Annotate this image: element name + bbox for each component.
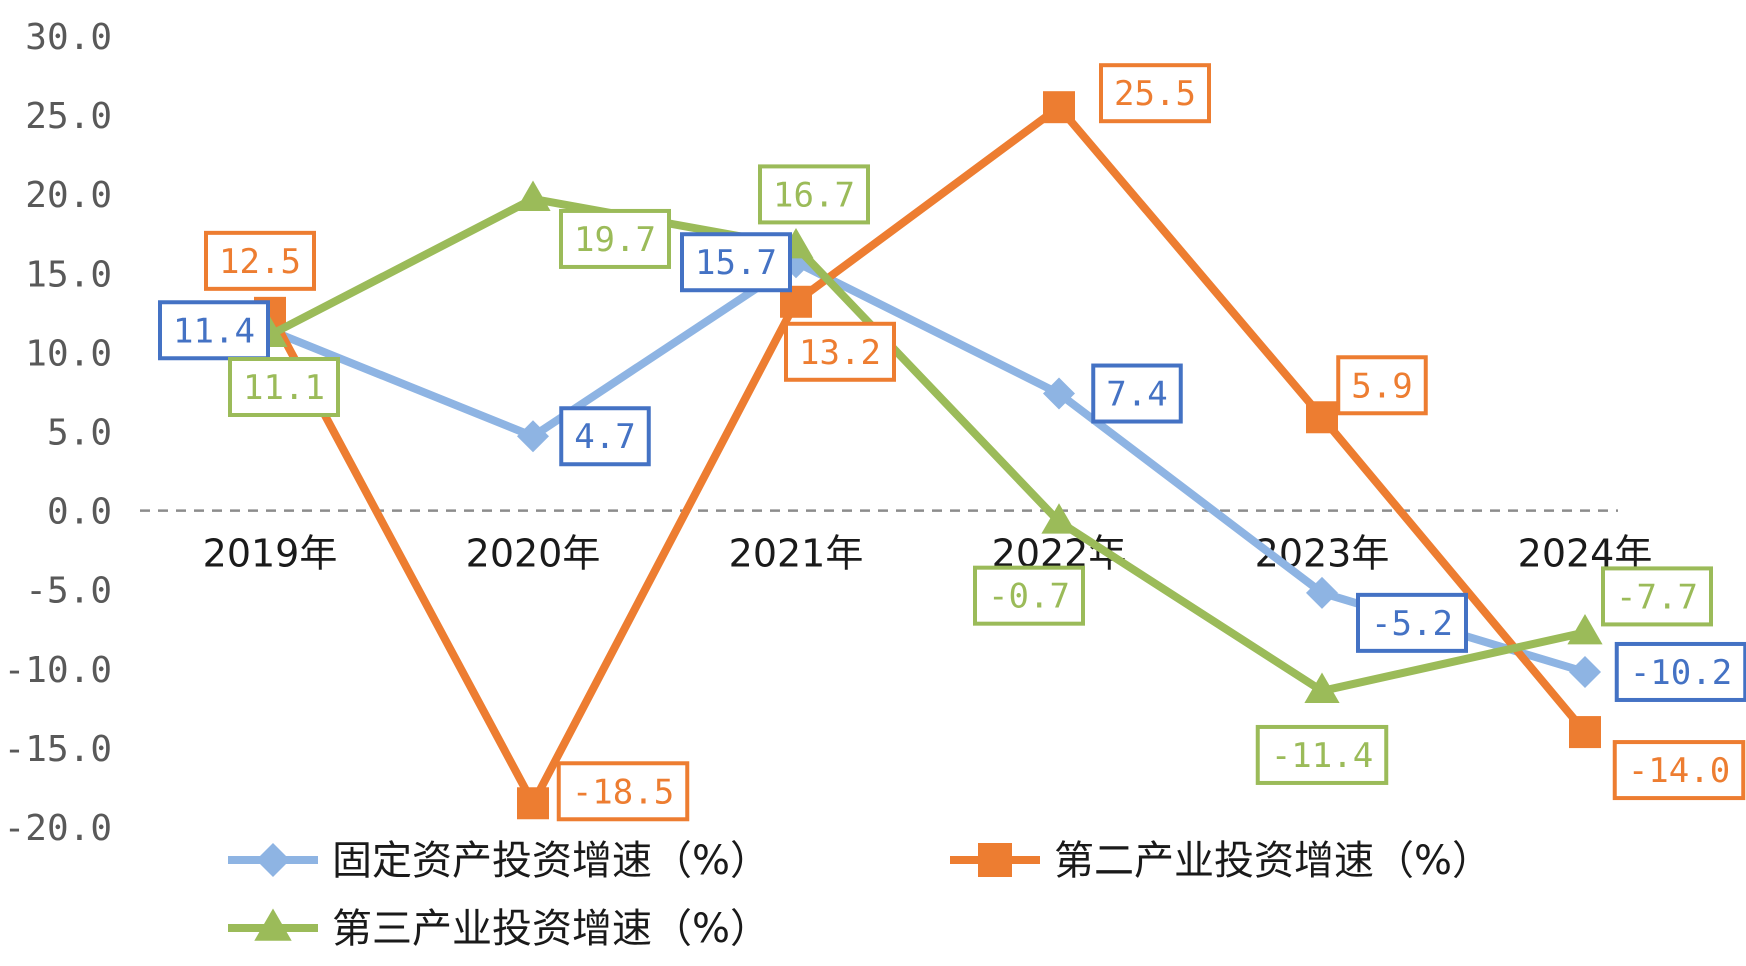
data-label-box — [559, 208, 671, 269]
x-tick-label: 2023年 — [1255, 532, 1390, 576]
series-line — [266, 103, 1589, 808]
series-2 — [254, 91, 1601, 820]
data-label-box — [1091, 363, 1183, 424]
data-point-marker — [517, 420, 549, 453]
legend-label: 第二产业投资增速（%） — [1054, 838, 1492, 884]
data-label-box — [228, 356, 340, 417]
data-point-marker — [1041, 503, 1077, 534]
data-label: -18.5 — [556, 761, 690, 822]
legend-marker — [978, 843, 1012, 877]
x-tick-label: 2021年 — [729, 532, 864, 576]
data-label-text: 13.2 — [799, 333, 881, 373]
data-label-text: -11.4 — [1271, 736, 1373, 776]
y-tick-label: -20.0 — [4, 808, 112, 849]
data-label: 5.9 — [1336, 355, 1428, 416]
series-line — [266, 194, 1589, 695]
data-point-marker — [1043, 91, 1075, 124]
data-label-text: 15.7 — [695, 243, 777, 283]
data-label-box — [204, 230, 316, 291]
data-label-box — [1356, 592, 1468, 653]
data-label-box — [680, 232, 792, 293]
data-label-box — [973, 565, 1085, 626]
data-label-text: -14.0 — [1628, 751, 1730, 791]
data-label-text: -5.2 — [1371, 604, 1453, 644]
data-label: 15.7 — [680, 232, 792, 293]
data-label-text: 11.1 — [243, 368, 325, 408]
x-axis: 2019年 2020年 2021年 2022年 2023年 2024年 — [203, 532, 1653, 576]
legend: 固定资产投资增速（%） 第二产业投资增速（%） 第三产业投资增速（%） — [228, 838, 1492, 952]
legend-label: 固定资产投资增速（%） — [332, 838, 770, 884]
y-tick-label: -5.0 — [25, 571, 112, 612]
data-point-marker — [1569, 655, 1601, 688]
data-label-text: -7.7 — [1616, 577, 1698, 617]
legend-label: 第三产业投资增速（%） — [332, 906, 770, 952]
data-label: 19.7 — [559, 208, 671, 269]
data-label-text: 19.7 — [574, 220, 656, 260]
data-label: 11.4 — [158, 300, 270, 361]
legend-marker — [256, 843, 290, 877]
data-label-text: 4.7 — [574, 417, 635, 457]
data-point-marker — [1567, 614, 1603, 645]
data-label: 11.1 — [228, 356, 340, 417]
data-label-box — [1255, 724, 1389, 785]
data-label: 4.7 — [559, 406, 651, 467]
data-label: 13.2 — [784, 321, 896, 382]
legend-marker — [254, 908, 292, 941]
data-label-text: -18.5 — [572, 772, 674, 812]
y-tick-label: -15.0 — [4, 729, 112, 770]
series-layer — [252, 91, 1603, 820]
legend-item: 固定资产投资增速（%） — [228, 838, 770, 884]
data-label-text: 25.5 — [1114, 74, 1196, 114]
data-label-box — [1614, 641, 1746, 702]
y-axis: 30.0 25.0 20.0 15.0 10.0 5.0 0.0 -5.0 -10.0 -15.0… — [4, 17, 112, 849]
data-point-marker — [1569, 716, 1601, 749]
y-tick-label: 0.0 — [47, 492, 112, 533]
data-label: -0.7 — [973, 565, 1085, 626]
data-label-box — [158, 300, 270, 361]
legend-item: 第三产业投资增速（%） — [228, 906, 770, 952]
data-label-text: 11.4 — [173, 311, 255, 351]
data-label-box — [784, 321, 896, 382]
data-label: 7.4 — [1091, 363, 1183, 424]
y-tick-label: 20.0 — [25, 175, 112, 216]
data-point-marker — [1043, 377, 1075, 410]
data-label: -7.7 — [1601, 566, 1713, 627]
data-point-marker — [1304, 672, 1340, 703]
data-point-marker — [1306, 576, 1338, 609]
data-label-text: -10.2 — [1630, 653, 1732, 693]
legend-item: 第二产业投资增速（%） — [950, 838, 1492, 884]
data-label: 12.5 — [204, 230, 316, 291]
data-label-box — [1612, 740, 1746, 801]
data-label-box — [758, 164, 870, 225]
y-tick-label: 5.0 — [47, 413, 112, 454]
data-label-box — [1336, 355, 1428, 416]
data-label-layer: 11.4 4.7 15.7 7.4 -5.2 -10.2 12.5 -18.5 13.2 25.5… — [158, 63, 1746, 822]
data-label: -11.4 — [1255, 724, 1389, 785]
data-label: -5.2 — [1356, 592, 1468, 653]
data-label: 16.7 — [758, 164, 870, 225]
data-label-box — [559, 406, 651, 467]
data-label: -10.2 — [1614, 641, 1746, 702]
data-label: -14.0 — [1612, 740, 1746, 801]
y-tick-label: 15.0 — [25, 254, 112, 295]
y-tick-label: 30.0 — [25, 17, 112, 58]
y-tick-label: 10.0 — [25, 333, 112, 374]
data-label-text: 12.5 — [219, 242, 301, 282]
y-tick-label: 25.0 — [25, 96, 112, 137]
data-point-marker — [517, 787, 549, 820]
data-label: 25.5 — [1099, 63, 1211, 124]
data-point-marker — [515, 180, 551, 211]
data-label-box — [1099, 63, 1211, 124]
data-label-text: -0.7 — [988, 577, 1070, 617]
x-tick-label: 2020年 — [466, 532, 601, 576]
data-label-box — [1601, 566, 1713, 627]
data-label-box — [556, 761, 690, 822]
data-label-text: 16.7 — [773, 175, 855, 215]
data-label-text: 7.4 — [1106, 375, 1167, 415]
data-label-text: 5.9 — [1351, 366, 1412, 406]
x-tick-label: 2019年 — [203, 532, 338, 576]
y-tick-label: -10.0 — [4, 650, 112, 691]
data-point-marker — [1306, 401, 1338, 434]
